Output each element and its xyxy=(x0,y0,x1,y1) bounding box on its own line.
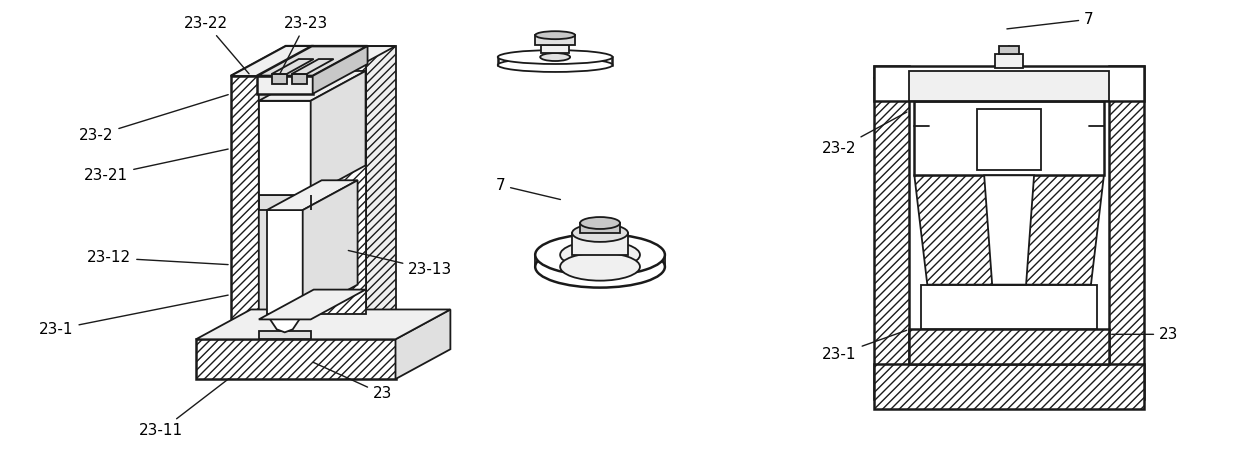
Ellipse shape xyxy=(541,53,570,61)
Polygon shape xyxy=(536,35,575,45)
Polygon shape xyxy=(257,46,367,76)
Polygon shape xyxy=(572,233,627,255)
Polygon shape xyxy=(311,46,396,76)
Polygon shape xyxy=(272,74,286,84)
Polygon shape xyxy=(231,46,314,76)
Ellipse shape xyxy=(580,217,620,229)
Polygon shape xyxy=(257,76,312,94)
Ellipse shape xyxy=(536,31,575,39)
Polygon shape xyxy=(259,46,314,344)
Polygon shape xyxy=(874,66,909,399)
Polygon shape xyxy=(874,364,1143,409)
Polygon shape xyxy=(196,339,396,379)
Ellipse shape xyxy=(560,253,640,281)
Text: 23-22: 23-22 xyxy=(184,16,249,74)
Polygon shape xyxy=(259,101,311,195)
Text: 23-12: 23-12 xyxy=(87,250,228,266)
Ellipse shape xyxy=(536,234,665,276)
Polygon shape xyxy=(259,331,311,339)
Text: 7: 7 xyxy=(496,178,560,199)
Text: 23-13: 23-13 xyxy=(348,251,453,277)
Text: 23-2: 23-2 xyxy=(822,112,906,156)
Ellipse shape xyxy=(560,241,640,269)
Ellipse shape xyxy=(536,246,665,288)
Polygon shape xyxy=(285,46,314,315)
Ellipse shape xyxy=(497,58,613,72)
Polygon shape xyxy=(259,290,366,320)
Polygon shape xyxy=(311,76,341,344)
Polygon shape xyxy=(267,315,303,333)
Text: 23: 23 xyxy=(314,362,392,401)
Polygon shape xyxy=(498,57,613,65)
Polygon shape xyxy=(259,46,366,76)
Polygon shape xyxy=(231,46,314,76)
Polygon shape xyxy=(267,210,303,315)
Polygon shape xyxy=(314,64,366,315)
Polygon shape xyxy=(977,109,1042,171)
Polygon shape xyxy=(921,285,1097,329)
Ellipse shape xyxy=(572,224,627,242)
Polygon shape xyxy=(311,46,366,344)
Polygon shape xyxy=(291,59,334,74)
Polygon shape xyxy=(291,74,306,84)
Polygon shape xyxy=(267,180,357,210)
Polygon shape xyxy=(311,71,366,195)
Polygon shape xyxy=(231,76,259,344)
Polygon shape xyxy=(366,46,396,315)
Polygon shape xyxy=(303,180,357,315)
Polygon shape xyxy=(1109,66,1143,399)
Polygon shape xyxy=(541,45,569,53)
Polygon shape xyxy=(914,101,1104,176)
Polygon shape xyxy=(580,223,620,233)
Text: 23: 23 xyxy=(1112,327,1178,342)
Polygon shape xyxy=(909,329,1109,364)
Polygon shape xyxy=(314,46,366,315)
Polygon shape xyxy=(909,71,1109,101)
Polygon shape xyxy=(996,54,1023,68)
Polygon shape xyxy=(196,310,450,339)
Polygon shape xyxy=(272,59,314,74)
Polygon shape xyxy=(985,176,1034,285)
Polygon shape xyxy=(312,46,367,94)
Text: 23-23: 23-23 xyxy=(280,16,327,73)
Polygon shape xyxy=(874,66,1143,101)
Text: 23-11: 23-11 xyxy=(139,379,228,438)
Polygon shape xyxy=(914,176,1104,285)
Text: 23-1: 23-1 xyxy=(822,330,906,362)
Text: 23-21: 23-21 xyxy=(84,149,228,183)
Polygon shape xyxy=(259,71,366,101)
Text: 7: 7 xyxy=(1007,12,1094,29)
Polygon shape xyxy=(396,310,450,379)
Ellipse shape xyxy=(497,50,613,64)
Text: 23-2: 23-2 xyxy=(79,94,228,143)
Text: 23-1: 23-1 xyxy=(38,295,228,337)
Polygon shape xyxy=(999,46,1019,54)
